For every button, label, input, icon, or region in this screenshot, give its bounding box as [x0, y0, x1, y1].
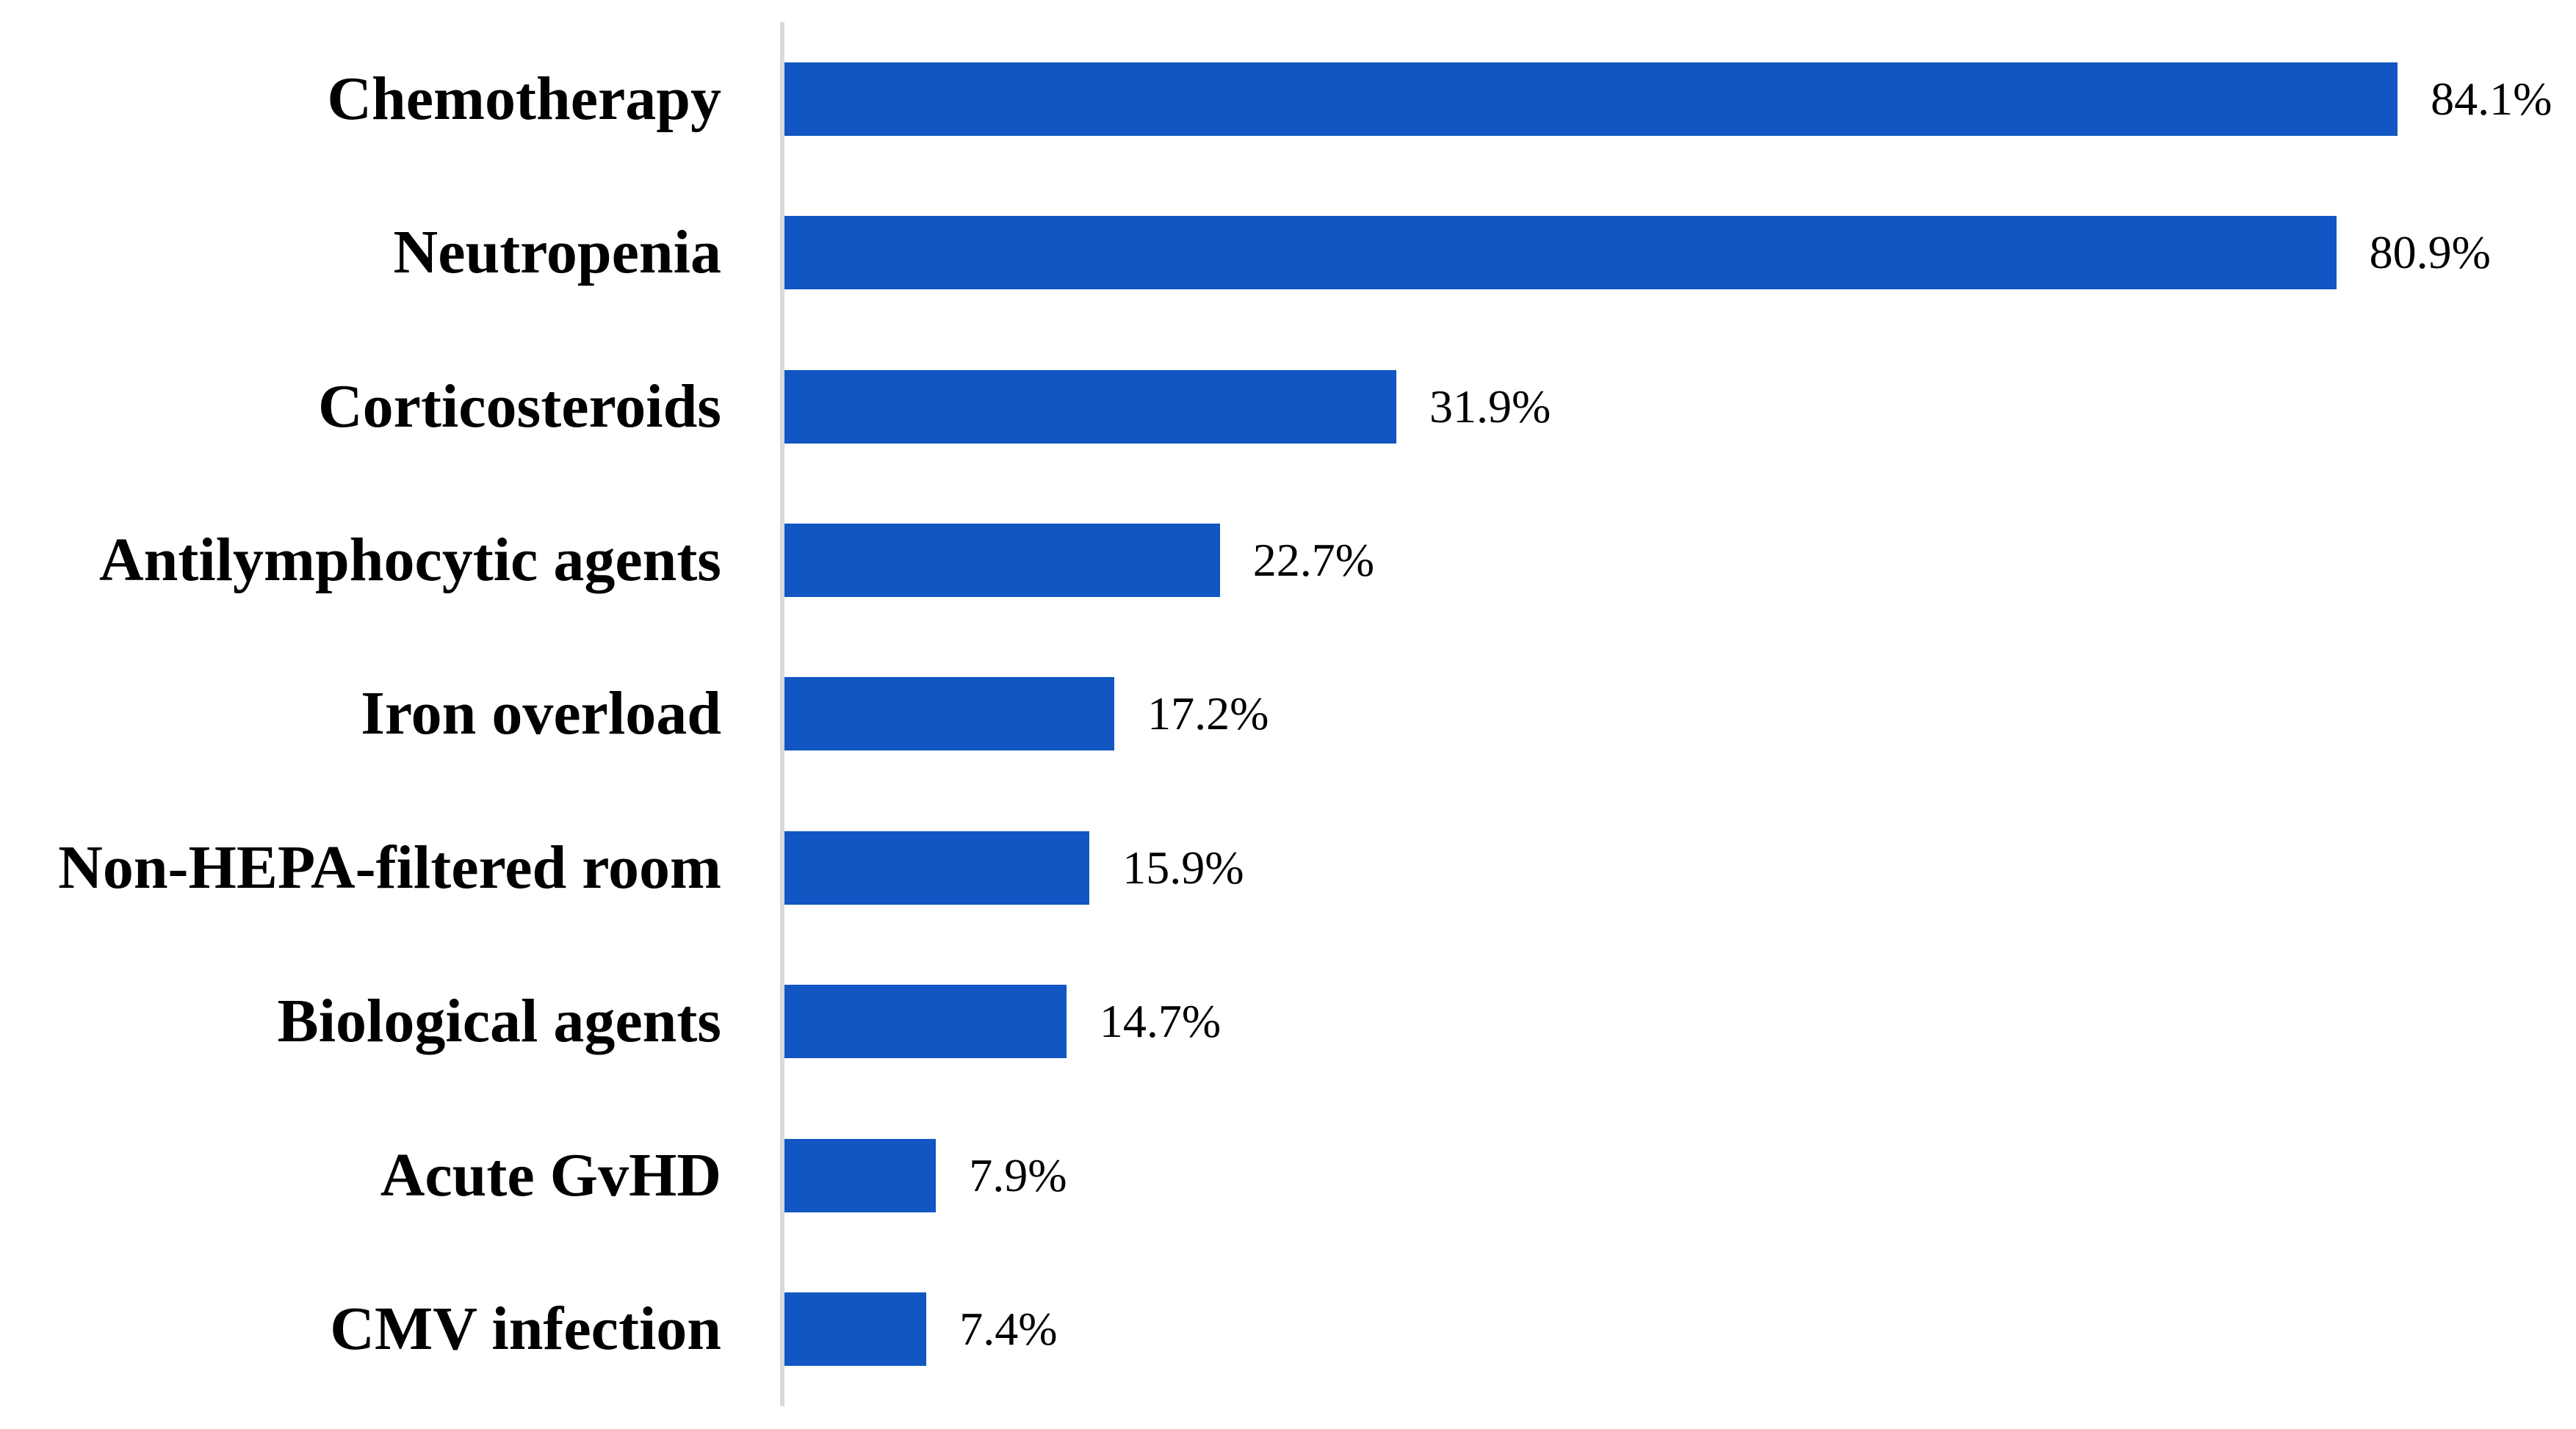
category-label-antilymphocytic-agents: Antilymphocytic agents: [99, 525, 721, 594]
chart-rows: Chemotherapy 84.1% Neutropenia 80.9% Cor…: [0, 22, 2576, 1406]
chart-row: CMV infection 7.4%: [0, 1253, 2576, 1406]
bar-area: 31.9%: [784, 330, 2576, 483]
bar-corticosteroids: [784, 369, 1397, 444]
bar-chemotherapy: [784, 62, 2398, 136]
chart-row: Corticosteroids 31.9%: [0, 330, 2576, 483]
chart-row: Acute GvHD 7.9%: [0, 1099, 2576, 1252]
bar-area: 14.7%: [784, 945, 2576, 1099]
category-label-chemotherapy: Chemotherapy: [327, 64, 721, 133]
bar-neutropenia: [784, 216, 2337, 290]
category-label-non-hepa-filtered-room: Non-HEPA-filtered room: [58, 833, 721, 902]
chart-row: Chemotherapy 84.1%: [0, 22, 2576, 176]
bar-area: 84.1%: [784, 22, 2576, 176]
bar-antilymphocytic-agents: [784, 524, 1220, 598]
value-label-non-hepa-filtered-room: 15.9%: [1122, 841, 1244, 894]
category-label-corticosteroids: Corticosteroids: [318, 372, 721, 441]
category-label-acute-gvhd: Acute GvHD: [380, 1140, 721, 1209]
bar-area: 7.9%: [784, 1099, 2576, 1252]
value-label-chemotherapy: 84.1%: [2431, 72, 2552, 125]
bar-area: 17.2%: [784, 637, 2576, 791]
chart-row: Non-HEPA-filtered room 15.9%: [0, 791, 2576, 944]
value-label-antilymphocytic-agents: 22.7%: [1252, 534, 1375, 587]
value-label-corticosteroids: 31.9%: [1429, 380, 1551, 433]
bar-area: 7.4%: [784, 1253, 2576, 1406]
category-label-neutropenia: Neutropenia: [393, 218, 721, 287]
bar-area: 15.9%: [784, 791, 2576, 944]
bar-area: 22.7%: [784, 483, 2576, 637]
value-label-iron-overload: 17.2%: [1147, 687, 1269, 740]
value-label-cmv-infection: 7.4%: [959, 1303, 1058, 1356]
bar-acute-gvhd: [784, 1138, 937, 1212]
value-label-biological-agents: 14.7%: [1099, 995, 1222, 1048]
bar-iron-overload: [784, 677, 1115, 751]
value-label-acute-gvhd: 7.9%: [969, 1148, 1067, 1201]
chart-row: Iron overload 17.2%: [0, 637, 2576, 791]
value-label-neutropenia: 80.9%: [2369, 226, 2491, 279]
bar-area: 80.9%: [784, 176, 2576, 329]
chart-row: Neutropenia 80.9%: [0, 176, 2576, 329]
category-label-iron-overload: Iron overload: [361, 679, 721, 748]
chart-row: Antilymphocytic agents 22.7%: [0, 483, 2576, 637]
bar-non-hepa-filtered-room: [784, 831, 1090, 905]
category-label-biological-agents: Biological agents: [277, 987, 721, 1056]
bar-cmv-infection: [784, 1292, 927, 1367]
chart-row: Biological agents 14.7%: [0, 945, 2576, 1099]
bar-biological-agents: [784, 985, 1067, 1059]
y-axis-line: [780, 22, 784, 1406]
category-label-cmv-infection: CMV infection: [330, 1295, 721, 1364]
